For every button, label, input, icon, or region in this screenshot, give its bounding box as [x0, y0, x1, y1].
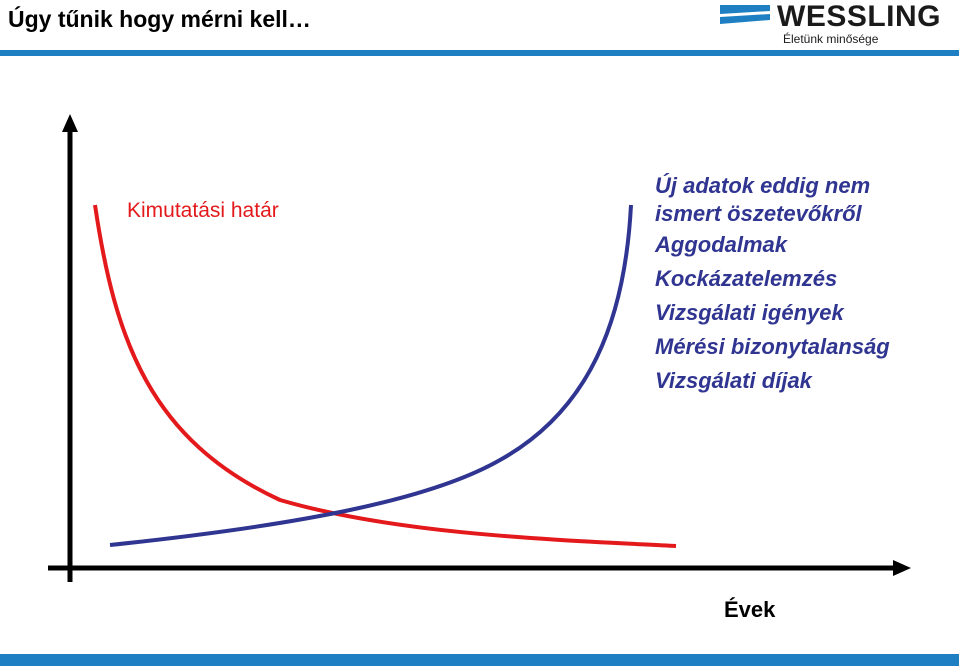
x-arrow — [893, 560, 911, 576]
title: Úgy tűnik hogy mérni kell… — [8, 6, 311, 32]
x-axis-label: Évek — [724, 597, 776, 622]
blue-curve-line: Vizsgálati díjak — [655, 368, 812, 393]
blue-curve-line: Kockázatelemzés — [655, 266, 838, 291]
red-curve — [93, 204, 677, 548]
blue-curve-line: Aggodalmak — [655, 232, 788, 257]
blue-curve — [109, 204, 633, 547]
red-curve-label: Kimutatási határ — [127, 199, 279, 222]
header-bar — [0, 50, 959, 56]
y-arrow — [62, 114, 78, 132]
logo-tagline: Életünk minősége — [783, 32, 879, 46]
logo-name: WESSLING — [777, 0, 942, 33]
blue-curve-line: Mérési bizonytalanság — [655, 334, 890, 359]
blue-curve-line: Vizsgálati igények — [655, 300, 844, 325]
footer-bar — [0, 654, 959, 666]
logo-mark — [720, 5, 770, 24]
blue-curve-line: Új adatok eddig nem — [655, 173, 871, 198]
blue-curve-line: ismert öszetevőkről — [655, 201, 862, 226]
blue-curve-list: Új adatok eddig nem ismert öszetevőkről Ag… — [655, 172, 890, 398]
